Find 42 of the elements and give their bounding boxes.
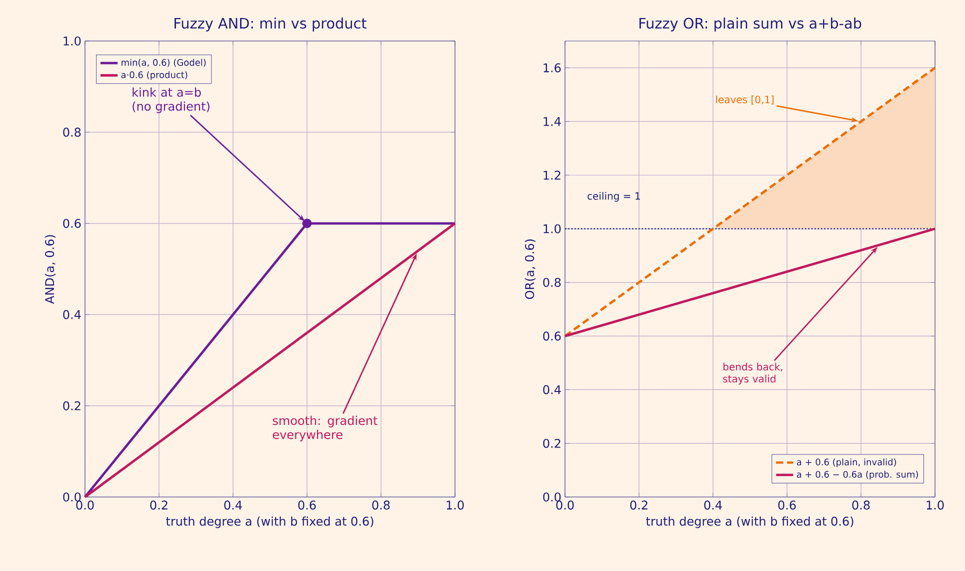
x-axis-title: truth degree a (with b fixed at 0.6)	[166, 516, 374, 528]
annotation: kink at a=b (no gradient)	[132, 87, 210, 114]
legend-label: a·0.6 (product)	[121, 71, 188, 80]
legend-label: min(a, 0.6) (Godel)	[122, 58, 206, 67]
x-tick-label: 0.2	[150, 500, 168, 510]
y-tick-label: 0.6	[63, 218, 81, 228]
y-tick-label: 0.4	[543, 385, 561, 394]
x-tick-label: 0.6	[778, 500, 796, 510]
x-tick-label: 0.2	[630, 500, 648, 510]
y-tick-label: 0.2	[63, 401, 80, 410]
x-tick-label: 0.8	[372, 500, 390, 510]
y-tick-label: 0.8	[63, 128, 81, 137]
x-axis-title: truth degree a (with b fixed at 0.6)	[646, 516, 854, 528]
y-tick-label: 1.2	[544, 170, 560, 180]
y-axis-title: AND(a, 0.6)	[44, 235, 56, 304]
annotation: leaves [0,1]	[716, 96, 774, 104]
y-tick-label: 1.6	[544, 63, 561, 72]
y-tick-label: 1.4	[544, 117, 561, 126]
y-tick-label: 0.8	[543, 278, 561, 287]
x-tick-label: 1.0	[446, 500, 464, 510]
y-axis-title: OR(a, 0.6)	[524, 239, 536, 299]
ref-line-label: ceiling = 1	[588, 192, 640, 202]
y-tick-label: 1.0	[544, 224, 561, 234]
x-tick-label: 0.4	[224, 500, 242, 510]
x-tick-label: 0.0	[556, 500, 574, 510]
annotation: smooth: gradient everywhere	[272, 416, 378, 442]
annotation: bends back, stays valid	[723, 362, 782, 384]
x-tick-label: 1.0	[926, 500, 944, 510]
y-tick-label: 1.0	[64, 36, 81, 46]
legend-label: a + 0.6 (plain, invalid)	[796, 458, 896, 468]
y-tick-label: 0.4	[63, 310, 81, 320]
legend-label: a + 0.6 − 0.6a (prob. sum)	[796, 470, 918, 480]
y-tick-label: 0.2	[543, 438, 560, 448]
y-tick-label: 0.0	[543, 492, 561, 502]
y-tick-label: 0.0	[63, 492, 81, 502]
x-tick-label: 0.6	[298, 500, 316, 510]
chart-title: Fuzzy AND: min vs product	[174, 18, 367, 32]
x-tick-label: 0.4	[704, 500, 722, 510]
x-tick-label: 0.8	[852, 500, 870, 510]
y-tick-label: 0.6	[543, 332, 561, 341]
x-tick-label: 0.0	[76, 500, 94, 510]
chart-title: Fuzzy OR: plain sum vs a+b-ab	[639, 18, 862, 32]
